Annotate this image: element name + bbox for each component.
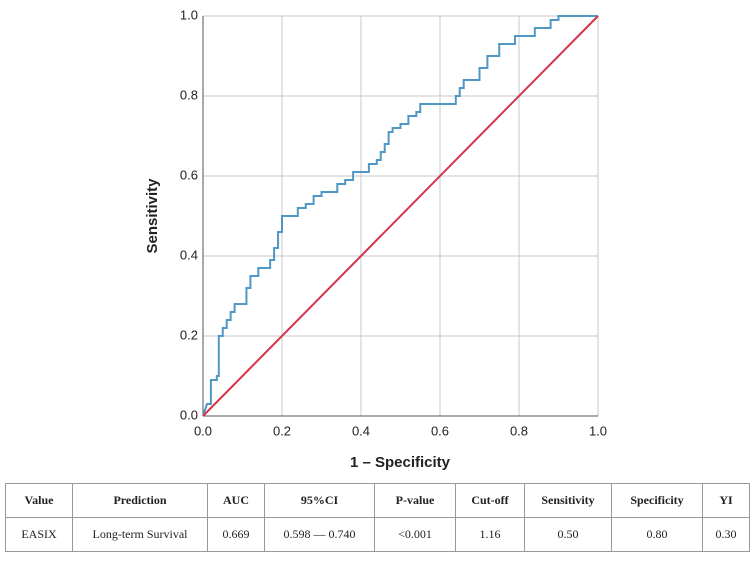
table-cell: Long-term Survival bbox=[72, 517, 208, 552]
table-cell: 0.598 — 0.740 bbox=[264, 517, 375, 552]
y-tick-label: 0.2 bbox=[180, 327, 198, 342]
column-header: P-value bbox=[374, 483, 456, 518]
column-header: Prediction bbox=[72, 483, 208, 518]
column-header: YI bbox=[702, 483, 750, 518]
x-tick-label: 0.4 bbox=[352, 423, 370, 438]
line bbox=[202, 15, 598, 417]
x-tick-label: 0.0 bbox=[194, 423, 212, 438]
table-cell: 0.30 bbox=[702, 517, 750, 552]
column-header: AUC bbox=[207, 483, 265, 518]
column-header: Specificity bbox=[611, 483, 703, 518]
table-cell: 0.669 bbox=[207, 517, 265, 552]
chart: 1 – Specificity Sensitivity 0.0 0.2 0.4 0.6… bbox=[144, 7, 607, 471]
table-row: EASIX Long-term Survival 0.669 0.598 — 0.74… bbox=[5, 517, 750, 552]
column-header: Value bbox=[5, 483, 73, 518]
line bbox=[202, 15, 599, 417]
y-tick-label: 0.4 bbox=[180, 247, 198, 262]
table-body: EASIX Long-term Survival 0.669 0.598 — 0.74… bbox=[5, 517, 750, 552]
column-header: Sensitivity bbox=[524, 483, 612, 518]
header-row: Value Prediction AUC 95%CI P-value Cut-off Sen… bbox=[5, 483, 750, 518]
x-tick-label: 1.0 bbox=[589, 423, 607, 438]
y-tick-label: 0.0 bbox=[180, 407, 198, 422]
y-tick-label: 0.6 bbox=[180, 167, 198, 182]
table-cell: <0.001 bbox=[374, 517, 456, 552]
x-tick-label: 0.2 bbox=[273, 423, 291, 438]
column-header: 95%CI bbox=[264, 483, 375, 518]
table-cell: 0.50 bbox=[524, 517, 612, 552]
table-cell: 1.16 bbox=[455, 517, 525, 552]
y-tick-label: 1.0 bbox=[180, 7, 198, 22]
table-cell: 0.80 bbox=[611, 517, 703, 552]
table-cell: EASIX bbox=[5, 517, 73, 552]
x-tick-label: 0.6 bbox=[431, 423, 449, 438]
x-tick-label: 0.8 bbox=[510, 423, 528, 438]
y-axis-title: Sensitivity bbox=[144, 178, 161, 254]
results-table: Value Prediction AUC 95%CI P-value Cut-off Sen… bbox=[5, 483, 750, 552]
y-tick-label: 0.8 bbox=[180, 87, 198, 102]
column-header: Cut-off bbox=[455, 483, 525, 518]
x-axis-title: 1 – Specificity bbox=[350, 454, 451, 471]
